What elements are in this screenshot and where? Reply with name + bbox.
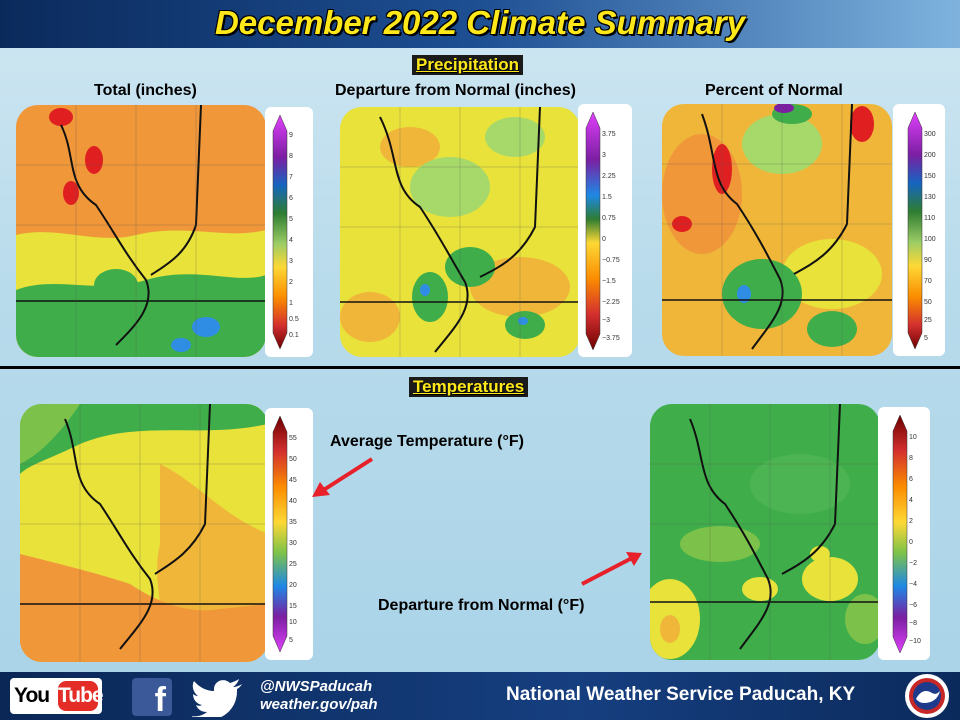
precip-total-map — [16, 105, 266, 357]
legend-tick: −1.5 — [602, 278, 616, 285]
temp-departure-legend: 10 8 6 4 2 0 −2 −4 −6 −8 −10 — [878, 407, 930, 660]
section-divider — [0, 366, 960, 369]
legend-tick: 8 — [909, 455, 913, 462]
legend-tick: 1.5 — [602, 194, 612, 201]
legend-tick: −0.75 — [602, 257, 620, 264]
legend-tick: 30 — [289, 540, 297, 547]
legend-tick: 50 — [924, 299, 932, 306]
avg-temp-legend: 55 50 45 40 35 30 25 20 15 10 5 — [265, 408, 313, 660]
map-title-departure: Departure from Normal (inches) — [335, 82, 576, 99]
precip-total-legend: 9 8 7 6 5 4 3 2 1 0.5 0.1 — [265, 107, 313, 357]
legend-tick: 45 — [289, 477, 297, 484]
website-link[interactable]: weather.gov/pah — [260, 696, 378, 713]
legend-tick: 2 — [909, 518, 913, 525]
legend-tick: 35 — [289, 519, 297, 526]
precip-departure-map — [340, 107, 580, 357]
legend-tick: 15 — [289, 603, 297, 610]
legend-tick: 110 — [924, 215, 935, 222]
page-title: December 2022 Climate Summary — [214, 4, 746, 41]
youtube-logo[interactable]: You Tube — [10, 678, 104, 714]
legend-tick: 4 — [289, 237, 293, 244]
legend-tick: 55 — [289, 435, 297, 442]
red-arrow-icon — [581, 552, 642, 586]
legend-tick: −2 — [909, 560, 917, 567]
avg-temp-callout: Average Temperature (°F) — [330, 433, 525, 450]
legend-tick: 10 — [909, 434, 917, 441]
legend-tick: 3.75 — [602, 131, 616, 138]
social-handle: @NWSPaducah weather.gov/pah — [260, 678, 378, 714]
twitter-handle[interactable]: @NWSPaducah — [260, 678, 373, 695]
legend-tick: 100 — [924, 236, 936, 243]
legend-tick: 25 — [289, 561, 297, 568]
legend-tick: 70 — [924, 278, 932, 285]
legend-tick: −10 — [909, 638, 921, 645]
avg-temp-map — [20, 404, 268, 662]
map-title-total: Total (inches) — [94, 82, 197, 99]
legend-tick: 3 — [602, 152, 606, 159]
temp-departure-callout: Departure from Normal (°F) — [378, 597, 585, 614]
legend-tick: 3 — [289, 258, 293, 265]
legend-tick: −8 — [909, 620, 917, 627]
legend-tick: −4 — [909, 581, 917, 588]
youtube-tube-text: Tube — [58, 681, 104, 711]
legend-tick: 6 — [289, 195, 293, 202]
legend-tick: 8 — [289, 153, 293, 160]
legend-tick: 90 — [924, 257, 932, 264]
facebook-glyph: f — [154, 681, 166, 716]
legend-tick: 7 — [289, 174, 293, 181]
legend-tick: 50 — [289, 456, 297, 463]
legend-tick: 300 — [924, 131, 936, 138]
map-title-percent: Percent of Normal — [705, 82, 843, 99]
legend-tick: 2 — [289, 279, 293, 286]
legend-tick: 0 — [602, 236, 606, 243]
legend-tick: 40 — [289, 498, 297, 505]
legend-tick: 200 — [924, 152, 936, 159]
legend-tick: 0 — [909, 539, 913, 546]
precip-percent-map — [662, 104, 892, 356]
legend-tick: 9 — [289, 132, 293, 139]
twitter-bird-icon[interactable] — [192, 679, 244, 717]
legend-tick: 5 — [289, 216, 293, 223]
legend-tick: 20 — [289, 582, 297, 589]
red-arrow-icon — [312, 457, 374, 497]
temperatures-section-label: Temperatures — [409, 377, 529, 397]
facebook-icon[interactable]: f — [132, 678, 172, 716]
nws-logo — [905, 674, 949, 718]
office-name: National Weather Service Paducah, KY — [506, 684, 856, 705]
legend-tick: 25 — [924, 317, 932, 324]
legend-tick: 1 — [289, 300, 293, 307]
legend-tick: 5 — [924, 335, 928, 342]
youtube-you-text: You — [14, 684, 50, 707]
legend-tick: 0.75 — [602, 215, 616, 222]
legend-tick: 0.5 — [289, 316, 299, 323]
precip-departure-legend: 3.75 3 2.25 1.5 0.75 0 −0.75 −1.5 −2.25 … — [578, 104, 632, 357]
legend-tick: −3.75 — [602, 335, 620, 342]
legend-tick: −3 — [602, 317, 610, 324]
legend-tick: 150 — [924, 173, 936, 180]
precip-percent-legend: 300 200 150 130 110 100 90 70 50 25 5 — [893, 104, 945, 356]
temp-departure-map — [650, 404, 880, 660]
header-bar — [0, 0, 960, 48]
legend-tick: 130 — [924, 194, 936, 201]
legend-tick: 10 — [289, 619, 297, 626]
legend-tick: −6 — [909, 602, 917, 609]
legend-tick: 2.25 — [602, 173, 616, 180]
legend-tick: 0.1 — [289, 332, 299, 339]
legend-tick: 4 — [909, 497, 913, 504]
legend-tick: 5 — [289, 637, 293, 644]
precipitation-section-label: Precipitation — [412, 55, 523, 75]
legend-tick: 6 — [909, 476, 913, 483]
legend-tick: −2.25 — [602, 299, 620, 306]
